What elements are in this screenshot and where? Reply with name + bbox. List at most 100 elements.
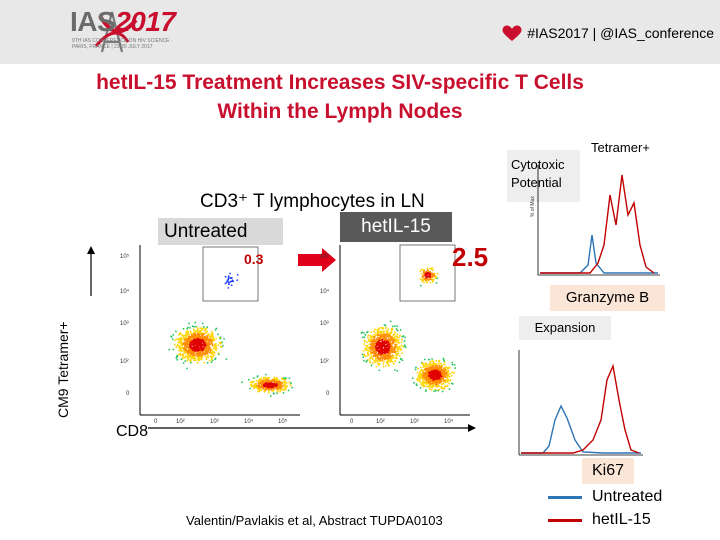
flow-event-dot: [176, 355, 178, 358]
flow-event-dot: [364, 348, 367, 351]
svg-text:10²: 10²: [376, 419, 385, 425]
flow-event-dot: [385, 342, 387, 345]
flow-event-dot: [202, 333, 204, 335]
flow-event-dot: [176, 343, 179, 346]
svg-text:% of Max: % of Max: [530, 196, 536, 217]
flow-event-dot: [373, 343, 376, 346]
flow-event-dot: [420, 268, 423, 271]
flow-event-dot: [177, 341, 179, 344]
flow-event-dot: [394, 331, 396, 334]
flow-event-dot: [180, 358, 183, 361]
flow-event-dot: [214, 348, 217, 351]
flow-event-dot: [196, 333, 199, 336]
flow-event-dot: [392, 334, 395, 337]
flow-event-dot: [373, 339, 376, 342]
flow-event-dot: [451, 382, 454, 385]
flow-event-dot: [427, 381, 430, 383]
flow-event-dot: [401, 338, 403, 341]
flow-event-dot: [173, 343, 176, 346]
flow-event-dot: [366, 360, 368, 362]
flow-event-dot: [236, 273, 239, 276]
flow-event-dot: [192, 344, 195, 347]
flow-event-dot: [390, 358, 393, 361]
flow-event-dot: [451, 371, 454, 374]
flow-event-dot: [391, 336, 393, 339]
flow-event-dot: [261, 386, 264, 389]
flow-event-dot: [428, 371, 430, 374]
flow-event-dot: [397, 345, 400, 348]
flow-event-dot: [271, 384, 274, 387]
flow-event-dot: [290, 382, 292, 385]
flow-event-dot: [206, 355, 209, 358]
flow-event-dot: [394, 369, 396, 371]
flow-event-dot: [263, 378, 266, 381]
flow-event-dot: [424, 381, 427, 384]
flow-event-dot: [195, 326, 198, 329]
flow-event-dot: [264, 388, 267, 391]
flow-event-dot: [391, 345, 394, 348]
flow-event-dot: [447, 374, 450, 377]
flow-event-dot: [427, 373, 429, 376]
flow-event-dot: [265, 377, 268, 380]
flow-event-dot: [366, 331, 368, 334]
flow-event-dot: [268, 390, 270, 393]
flow-event-dot: [368, 340, 370, 342]
flow-event-dot: [197, 346, 200, 349]
flow-event-dot: [284, 377, 287, 380]
flow-event-dot: [434, 383, 437, 386]
flow-event-dot: [369, 360, 371, 363]
flow-event-dot: [227, 275, 230, 278]
flow-event-dot: [187, 358, 190, 361]
hashtag-text: #IAS2017 | @IAS_conference: [527, 25, 714, 41]
flow-event-dot: [186, 343, 189, 345]
flow-event-dot: [193, 331, 196, 334]
legend-hetil-swatch: [548, 518, 582, 522]
flow-event-dot: [440, 365, 443, 368]
flow-event-dot: [179, 333, 182, 335]
flow-event-dot: [182, 352, 185, 355]
flow-event-dot: [382, 351, 384, 354]
flow-event-dot: [282, 392, 285, 394]
flow-event-dot: [422, 385, 425, 388]
flow-event-dot: [189, 336, 192, 339]
flow-event-dot: [413, 381, 415, 384]
flow-event-dot: [170, 336, 173, 338]
flow-event-dot: [175, 330, 177, 333]
flow-event-dot: [385, 330, 388, 333]
flow-event-dot: [195, 346, 197, 348]
flow-event-dot: [220, 342, 222, 345]
flow-event-dot: [257, 381, 260, 384]
flow-event-dot: [436, 372, 438, 375]
flow-event-dot: [208, 351, 211, 354]
flow-event-dot: [366, 352, 369, 355]
flow-event-dot: [266, 385, 268, 388]
flow-event-dot: [441, 390, 444, 393]
flow-event-dot: [442, 382, 445, 385]
flow-event-dot: [400, 344, 403, 347]
flow-event-dot: [216, 333, 219, 336]
flow-event-dot: [268, 376, 271, 379]
svg-text:10⁵: 10⁵: [120, 253, 130, 260]
flow-event-dot: [268, 386, 271, 389]
flow-event-dot: [363, 353, 366, 356]
flow-event-dot: [441, 371, 444, 373]
flow-event-dot: [207, 354, 210, 357]
ki67-histogram: [518, 350, 643, 456]
flow-event-dot: [198, 337, 201, 340]
flow-event-dot: [420, 383, 423, 386]
flow-event-dot: [273, 376, 276, 379]
granzyme-untreated-line: [540, 234, 658, 274]
flow-event-dot: [203, 336, 206, 339]
flow-event-dot: [398, 355, 401, 357]
flow-event-dot: [427, 272, 430, 275]
flow-event-dot: [221, 345, 224, 347]
flow-event-dot: [428, 370, 430, 373]
flow-event-dot: [211, 336, 213, 339]
flow-event-dot: [276, 387, 279, 389]
flow-event-dot: [432, 377, 435, 379]
flow-event-dot: [377, 356, 380, 359]
flow-event-dot: [387, 328, 390, 331]
flow-event-dot: [262, 388, 265, 390]
flow-event-dot: [438, 364, 441, 367]
flow-event-dot: [432, 363, 435, 366]
